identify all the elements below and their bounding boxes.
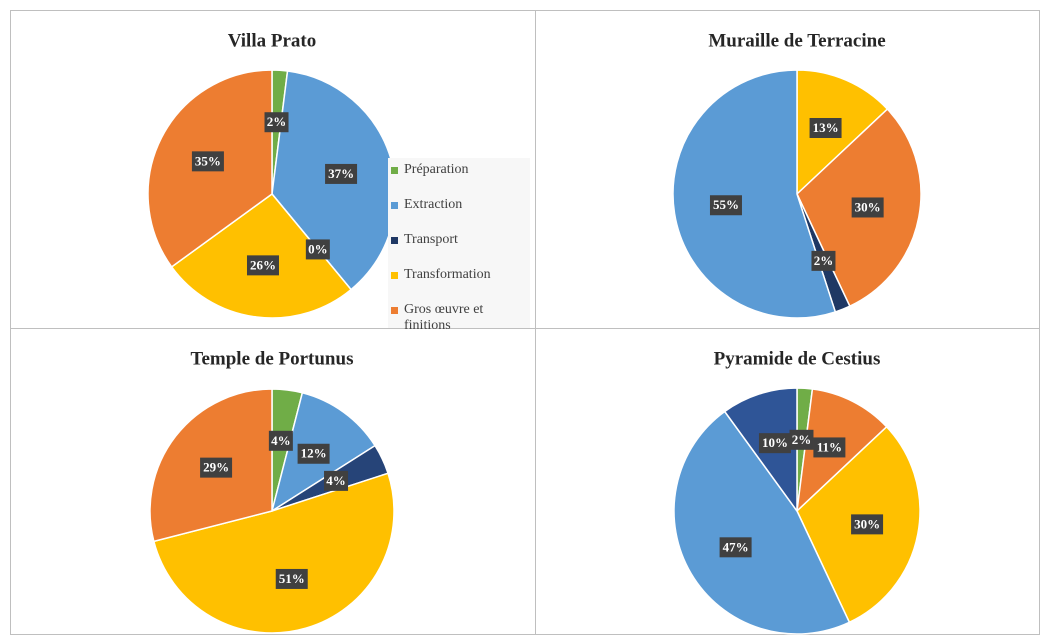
data-label-box [851,514,884,535]
data-label-box [811,250,836,271]
legend-swatch [391,202,398,209]
chart-title: Villa Prato [228,30,316,51]
grid-border [10,10,1040,635]
chart-title: Muraille de Terracine [708,30,885,51]
legend-label: Transformation [404,267,491,282]
data-label-box [813,437,846,458]
legend-swatch [391,272,398,279]
data-label-box [305,239,330,260]
data-label: 2% [792,432,812,447]
data-label: 30% [855,199,881,214]
data-label: 4% [271,433,291,448]
legend-swatch [391,237,398,244]
legend-label: Extraction [404,197,463,212]
legend-item: Préparation [391,162,526,178]
data-label: 10% [762,435,788,450]
data-label: 4% [326,473,346,488]
data-label: 0% [308,241,328,256]
data-label: 35% [195,153,221,168]
data-label: 47% [723,539,749,554]
data-label-box [324,470,349,491]
data-label: 11% [817,439,842,454]
data-label-box [191,151,224,172]
data-label-box [758,433,791,454]
data-label: 2% [267,114,287,129]
data-label: 29% [203,460,229,475]
data-label: 26% [250,257,276,272]
data-label-box [719,537,752,558]
data-label-box [246,255,279,276]
legend-label: Préparation [404,162,469,177]
data-label: 37% [328,166,354,181]
legend-item: Transformation [391,267,526,283]
data-label-box [325,163,358,184]
legend-swatch [391,307,398,314]
data-label-box [789,429,814,450]
data-label-box [851,197,884,218]
pie-slice [152,472,395,634]
data-label-box [275,568,308,589]
pie-slice [672,69,837,319]
data-label: 51% [279,571,305,586]
data-label: 13% [813,120,839,135]
legend-item: Gros œuvre et finitions [391,302,526,334]
legend-label: Transport [404,232,458,247]
data-label: 30% [854,516,880,531]
data-label-box [297,443,330,464]
legend-item: Extraction [391,197,526,213]
data-label: 12% [301,446,327,461]
chart-title: Temple de Portunus [191,348,354,369]
data-label-box [200,457,233,478]
data-label-box [709,195,742,216]
data-label-box [268,430,293,451]
legend-swatch [391,167,398,174]
data-label: 55% [713,197,739,212]
legend: Préparation Extraction Transport Transforma… [388,158,530,333]
data-label-box [264,112,289,133]
data-label-box [809,117,842,138]
legend-label: Gros œuvre et finitions [404,302,484,333]
legend-item: Transport [391,232,526,248]
pie-slice [796,69,889,196]
pie-slice [673,410,851,635]
data-label: 2% [814,253,834,268]
chart-title: Pyramide de Cestius [714,348,881,369]
